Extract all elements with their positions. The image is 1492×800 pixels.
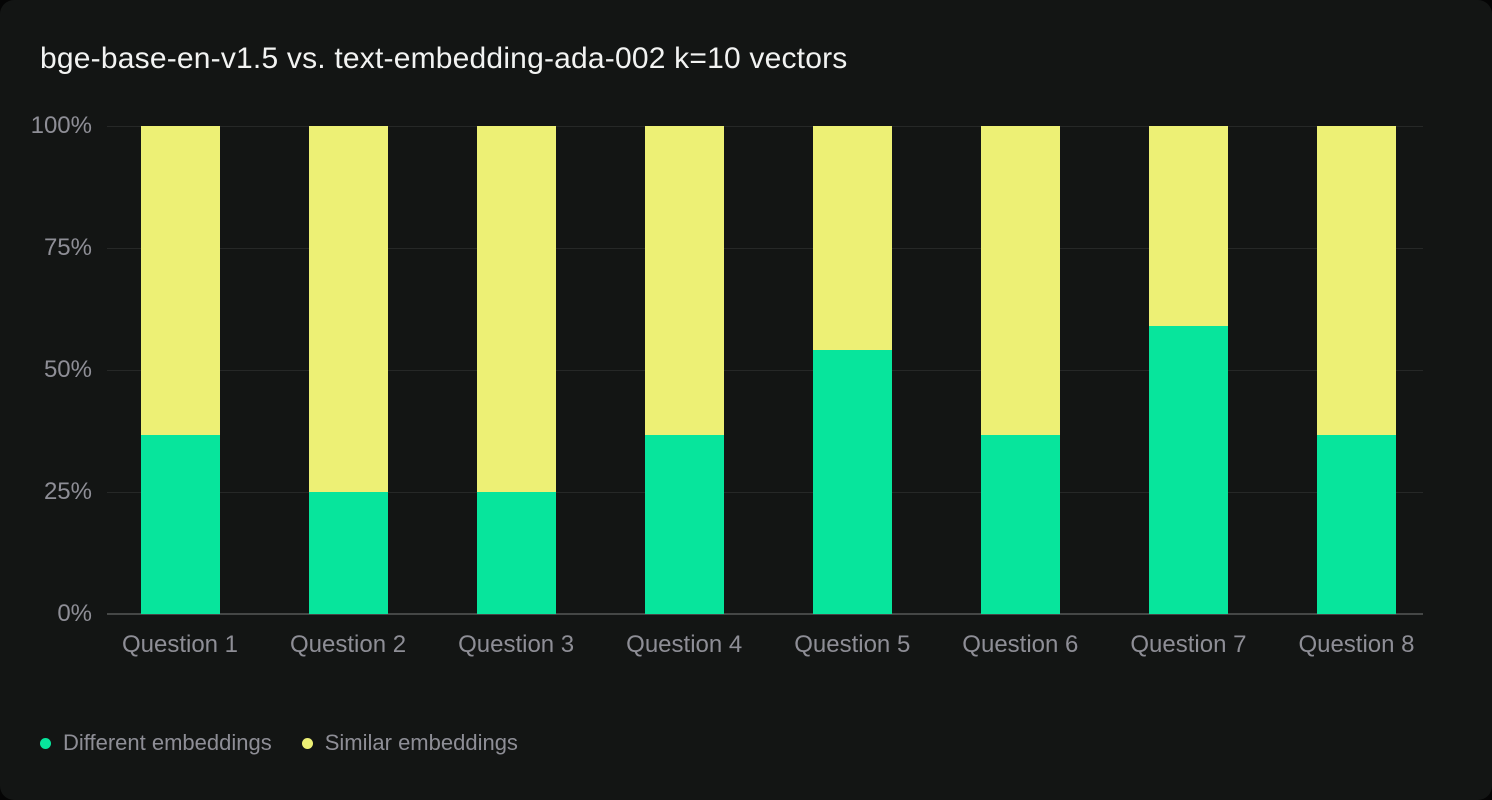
y-tick-label-50: 50% [43, 356, 92, 383]
legend: Different embeddings Similar embeddings [40, 730, 518, 756]
bar-question-6 [980, 126, 1060, 614]
x-tick-label-2: Question 2 [290, 631, 407, 658]
x-tick-label-8: Question 8 [1298, 631, 1415, 658]
plot-area: Question 1 Question 2 Question 3 Question 4… [107, 126, 1423, 658]
y-tick-label-100: 100% [30, 112, 92, 139]
bar-segment-different-question-7[interactable] [1148, 325, 1228, 614]
legend-item-similar-embeddings[interactable]: Similar embeddings [301, 730, 518, 756]
x-tick-label-5: Question 5 [794, 631, 911, 658]
y-tick-label-75: 75% [43, 234, 92, 261]
gridline-50 [107, 370, 1423, 371]
bar-segment-different-question-4[interactable] [644, 435, 724, 614]
bar-segment-different-question-3[interactable] [476, 492, 556, 614]
x-tick-label-6: Question 6 [962, 631, 1079, 658]
y-tick-label-0: 0% [57, 600, 92, 627]
legend-swatch-similar-icon [301, 737, 313, 749]
legend-label-different: Different embeddings [63, 730, 272, 755]
bar-segment-similar-question-1[interactable] [140, 126, 220, 436]
bar-segment-similar-question-6[interactable] [980, 126, 1060, 436]
bar-question-2 [308, 126, 388, 614]
bar-segment-similar-question-5[interactable] [812, 126, 892, 350]
bar-segment-similar-question-2[interactable] [308, 126, 388, 492]
legend-item-different-embeddings[interactable]: Different embeddings [40, 730, 272, 756]
gridline-25 [107, 492, 1423, 493]
bar-segment-similar-question-7[interactable] [1148, 126, 1228, 326]
gridline-100 [107, 126, 1423, 127]
bar-segment-different-question-2[interactable] [308, 492, 388, 614]
bar-question-1 [140, 126, 220, 614]
bar-segment-different-question-1[interactable] [140, 435, 220, 614]
chart-title: bge-base-en-v1.5 vs. text-embedding-ada-… [40, 42, 848, 75]
bar-segment-similar-question-8[interactable] [1316, 126, 1396, 436]
x-tick-label-4: Question 4 [626, 631, 743, 658]
gridline-75 [107, 248, 1423, 249]
bar-question-5 [812, 126, 892, 614]
legend-label-similar: Similar embeddings [324, 730, 518, 755]
x-tick-label-1: Question 1 [121, 631, 239, 658]
bar-segment-different-question-6[interactable] [980, 435, 1060, 614]
bar-question-8 [1316, 126, 1396, 614]
bar-question-3 [476, 126, 556, 614]
legend-swatch-different-icon [40, 737, 51, 749]
bar-question-4 [644, 126, 724, 614]
x-axis-line [107, 613, 1423, 615]
x-tick-label-7: Question 7 [1130, 631, 1247, 658]
bar-question-7 [1148, 126, 1228, 614]
x-tick-label-3: Question 3 [458, 631, 575, 658]
bar-segment-similar-question-4[interactable] [644, 126, 724, 436]
y-axis: 0% 25% 50% 75% 100% [0, 113, 92, 627]
bar-segment-similar-question-3[interactable] [476, 126, 556, 492]
bar-segment-different-question-8[interactable] [1316, 435, 1396, 614]
y-tick-label-25: 25% [43, 478, 92, 505]
bar-segment-different-question-5[interactable] [812, 349, 892, 614]
